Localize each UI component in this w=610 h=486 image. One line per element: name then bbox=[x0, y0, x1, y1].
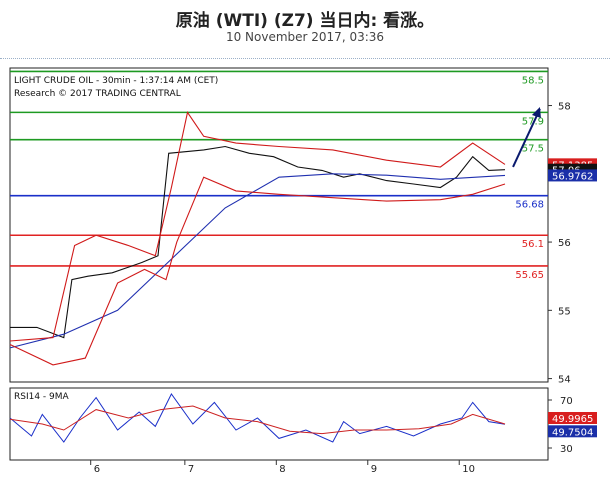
instrument-info: LIGHT CRUDE OIL - 30min - 1:37:14 AM (CE… bbox=[14, 76, 218, 86]
price-series-line bbox=[10, 145, 506, 339]
price-series-line bbox=[9, 111, 506, 342]
rsi-panel: 70 30 49.9965 49.7504 bbox=[9, 387, 597, 461]
price-tick-label: 56 bbox=[558, 238, 571, 249]
level-label: 56.68 bbox=[515, 200, 544, 211]
forecast-arrow-head bbox=[531, 106, 541, 118]
x-tick-label: 6 bbox=[94, 464, 100, 475]
forecast-arrow-line bbox=[512, 108, 541, 168]
price-panel: 585756555458.557.957.556.6856.155.6557.1… bbox=[9, 67, 597, 386]
price-badge-label: 56.9762 bbox=[552, 171, 593, 182]
rsi-tick-label: 70 bbox=[560, 396, 573, 407]
header: 原油 (WTI) (Z7) 当日内: 看涨。 10 November 2017,… bbox=[0, 0, 610, 55]
x-tick-label: 8 bbox=[279, 464, 285, 475]
copyright-info: Research © 2017 TRADING CENTRAL bbox=[14, 89, 181, 99]
divider bbox=[0, 58, 610, 59]
rsi-label: RSI14 - 9MA bbox=[14, 392, 70, 402]
rsi-badge bbox=[548, 412, 597, 425]
x-tick-label: 7 bbox=[188, 464, 194, 475]
timestamp: 10 November 2017, 03:36 bbox=[225, 30, 385, 44]
rsi-tick-label: 30 bbox=[560, 444, 573, 455]
x-axis: 6 7 8 9 10 bbox=[90, 460, 475, 475]
page-title: 原油 (WTI) (Z7) 当日内: 看涨。 bbox=[175, 11, 435, 31]
rsi-series-line bbox=[9, 405, 506, 435]
rsi-badge bbox=[548, 425, 597, 438]
price-panel-frame bbox=[9, 67, 549, 383]
x-tick-label: 9 bbox=[371, 464, 377, 475]
rsi-badge-label: 49.9965 bbox=[552, 414, 593, 425]
price-tick-label: 58 bbox=[558, 102, 571, 113]
price-series-line bbox=[9, 176, 506, 366]
rsi-badge-label: 49.7504 bbox=[552, 427, 593, 438]
x-tick-label: 10 bbox=[462, 464, 475, 475]
price-tick-label: 54 bbox=[558, 375, 571, 386]
level-label: 58.5 bbox=[522, 75, 544, 86]
price-tick-label: 55 bbox=[558, 306, 571, 317]
price-chart: 585756555458.557.957.556.6856.155.6557.1… bbox=[9, 67, 597, 475]
level-label: 57.5 bbox=[522, 144, 544, 155]
rsi-panel-frame bbox=[9, 387, 549, 461]
level-label: 56.1 bbox=[522, 239, 544, 250]
price-badge bbox=[548, 169, 597, 182]
level-label: 55.65 bbox=[515, 270, 544, 281]
